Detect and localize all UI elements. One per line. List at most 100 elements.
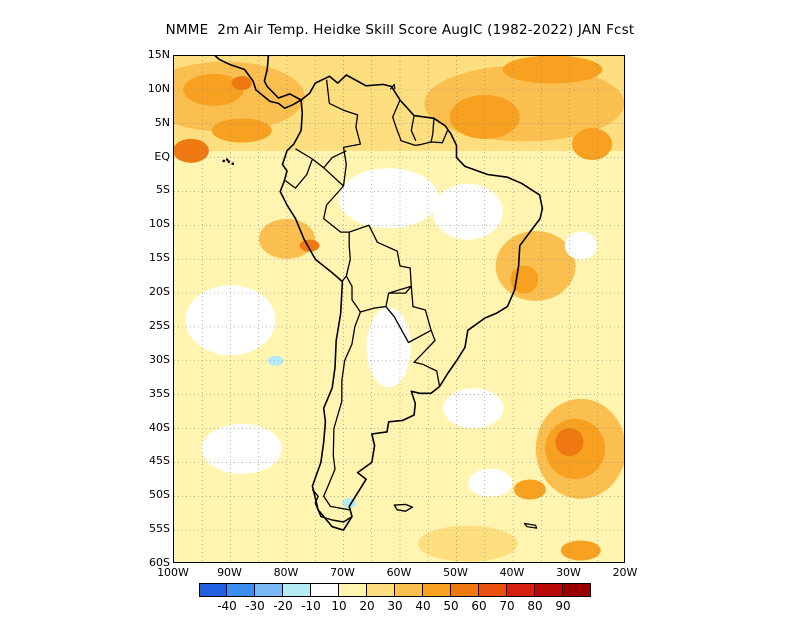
skill-region (560, 540, 601, 561)
colorbar-tick-label: -40 (217, 599, 237, 613)
border-bolivia (345, 224, 412, 313)
latitude-tick-label: 45S (149, 454, 170, 468)
colorbar-tick-label: 10 (331, 599, 347, 613)
galapagos-island (222, 159, 226, 163)
skill-region (183, 73, 244, 106)
skill-region (366, 307, 411, 388)
border-suriname-fguiana (430, 118, 435, 143)
skill-region (259, 218, 315, 259)
latitude-tick-label: 55S (149, 522, 170, 536)
skill-region (231, 76, 252, 91)
latitude-tick-label: 5N (154, 115, 170, 129)
latitude-tick-label: 40S (149, 420, 170, 434)
border-colombia-ecuador (295, 148, 313, 160)
skill-region (174, 138, 209, 163)
skill-region (432, 183, 503, 240)
longitude-tick-label: 50W (443, 566, 468, 579)
latitude-tick-label: 15N (147, 48, 170, 61)
colorbar (199, 583, 591, 597)
colorbar-tick-label: 50 (443, 599, 459, 613)
skill-region (468, 468, 513, 497)
latitude-tick-label: 10N (147, 81, 170, 95)
colorbar-tick-label: -30 (245, 599, 265, 613)
colorbar-swatch (199, 583, 227, 597)
colorbar-tick-label: 70 (499, 599, 515, 613)
colorbar-tick-label: 20 (359, 599, 375, 613)
colorbar-swatch (507, 583, 535, 597)
skill-region (338, 168, 439, 229)
colorbar-swatch (395, 583, 423, 597)
central-america-pacific-coastline (214, 56, 302, 109)
skill-shading-layer (174, 56, 624, 562)
colorbar-tick-label: 40 (415, 599, 431, 613)
galapagos-island (225, 158, 229, 161)
latitude-tick-label: 5S (156, 183, 170, 197)
latitude-tick-label: 50S (149, 488, 170, 502)
border-colombia-peru (323, 150, 347, 169)
latitude-tick-label: 15S (149, 251, 170, 265)
colorbar-swatch (339, 583, 367, 597)
map-panel (173, 55, 625, 563)
skill-region (502, 56, 603, 84)
chart-title: NMME 2m Air Temp. Heidke Skill Score Aug… (165, 22, 635, 38)
colorbar-tick-label: -20 (273, 599, 293, 613)
colorbar-swatch (535, 583, 563, 597)
graticule-grid (174, 56, 624, 562)
longitude-tick-label: 30W (556, 566, 581, 579)
colorbar-swatch (311, 583, 339, 597)
border-paraguay (385, 285, 432, 344)
longitude-tick-label: 60W (386, 566, 412, 579)
south-america-coastline (279, 74, 544, 531)
skill-region (211, 118, 272, 143)
colorbar-swatch (255, 583, 283, 597)
colorbar-swatch (423, 583, 451, 597)
latitude-tick-label: 25S (149, 318, 170, 332)
border-guianas (392, 99, 449, 147)
chile-fjords-coastline (311, 489, 353, 523)
border-argentina-brazil-uruguay (413, 330, 441, 387)
colorbar-tick-label: 30 (387, 599, 403, 613)
galapagos-island (231, 162, 235, 165)
border-ecuador-peru (284, 158, 314, 189)
colorbar-swatch (451, 583, 479, 597)
colorbar-tick-label: -10 (301, 599, 321, 613)
longitude-tick-label: 100W (157, 566, 189, 579)
colorbar-swatch (283, 583, 311, 597)
longitude-tick-label: 70W (330, 566, 355, 579)
coastline-layer (214, 56, 544, 531)
latitude-tick-label: EQ (154, 149, 170, 163)
skill-score-map (174, 56, 624, 562)
border-argentina-chile (323, 311, 362, 511)
skill-region (564, 231, 597, 260)
longitude-tick-label: 40W (499, 566, 525, 579)
skill-region (267, 355, 284, 366)
latitude-tick-label: 10S (149, 217, 170, 231)
south-georgia-coastline (523, 522, 538, 529)
colorbar-swatch (563, 583, 591, 597)
border-peru-brazil-bolivia (312, 158, 351, 283)
colorbar-swatch (227, 583, 255, 597)
border-colombia-venezuela (325, 79, 362, 187)
latitude-tick-label: 20S (149, 285, 170, 299)
latitude-tick-label: 60S (149, 556, 170, 569)
galapagos-island (227, 160, 231, 163)
skill-region (443, 388, 504, 429)
central-america-coastline (263, 56, 302, 101)
trinidad-coastline (389, 83, 396, 90)
longitude-tick-label: 20W (612, 566, 638, 579)
skill-region (513, 479, 546, 500)
skill-region (201, 423, 282, 474)
border-guyana-suriname (410, 115, 417, 141)
longitude-tick-label: 90W (217, 566, 242, 579)
colorbar-tick-label: 80 (527, 599, 543, 613)
latitude-tick-label: 35S (149, 386, 170, 400)
skill-region (555, 428, 584, 457)
latitude-tick-label: 30S (149, 352, 170, 366)
skill-region (417, 525, 518, 562)
colorbar-swatch (367, 583, 395, 597)
longitude-tick-label: 80W (273, 566, 299, 579)
skill-region (495, 230, 576, 301)
skill-region (572, 128, 613, 161)
skill-region (299, 239, 320, 252)
falklands-coastline (393, 503, 414, 512)
